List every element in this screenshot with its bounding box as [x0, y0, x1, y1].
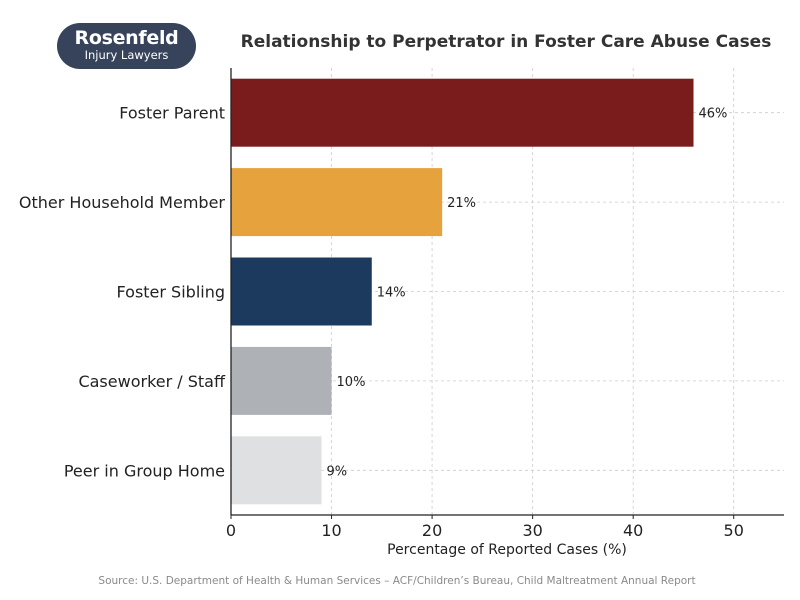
category-label: Caseworker / Staff	[78, 372, 226, 391]
bar	[231, 168, 443, 237]
x-tick-label: 30	[522, 521, 542, 540]
data-label: 46%	[699, 107, 728, 122]
x-axis-label: Percentage of Reported Cases (%)	[387, 542, 627, 558]
category-label: Other Household Member	[19, 193, 226, 212]
data-label: 21%	[447, 196, 476, 211]
bar	[231, 436, 322, 505]
x-tick-label: 10	[321, 521, 341, 540]
x-tick-label: 0	[226, 521, 236, 540]
x-tick-label: 20	[422, 521, 442, 540]
source-note: Source: U.S. Department of Health & Huma…	[98, 575, 695, 587]
logo-tagline: Injury Lawyers	[84, 48, 169, 62]
category-label: Foster Sibling	[117, 283, 225, 302]
category-label: Foster Parent	[119, 104, 225, 123]
x-tick-label: 40	[623, 521, 643, 540]
data-label: 14%	[377, 286, 406, 301]
rosenfeld-logo: Rosenfeld Injury Lawyers	[57, 23, 196, 69]
data-label: 9%	[326, 464, 347, 479]
data-label: 10%	[337, 375, 366, 390]
chart-title: Relationship to Perpetrator in Foster Ca…	[241, 32, 772, 52]
bar	[231, 78, 694, 147]
bar	[231, 346, 332, 415]
category-label: Peer in Group Home	[64, 461, 225, 480]
x-tick-label: 50	[724, 521, 744, 540]
bar	[231, 257, 372, 326]
logo-name: Rosenfeld	[74, 27, 179, 49]
